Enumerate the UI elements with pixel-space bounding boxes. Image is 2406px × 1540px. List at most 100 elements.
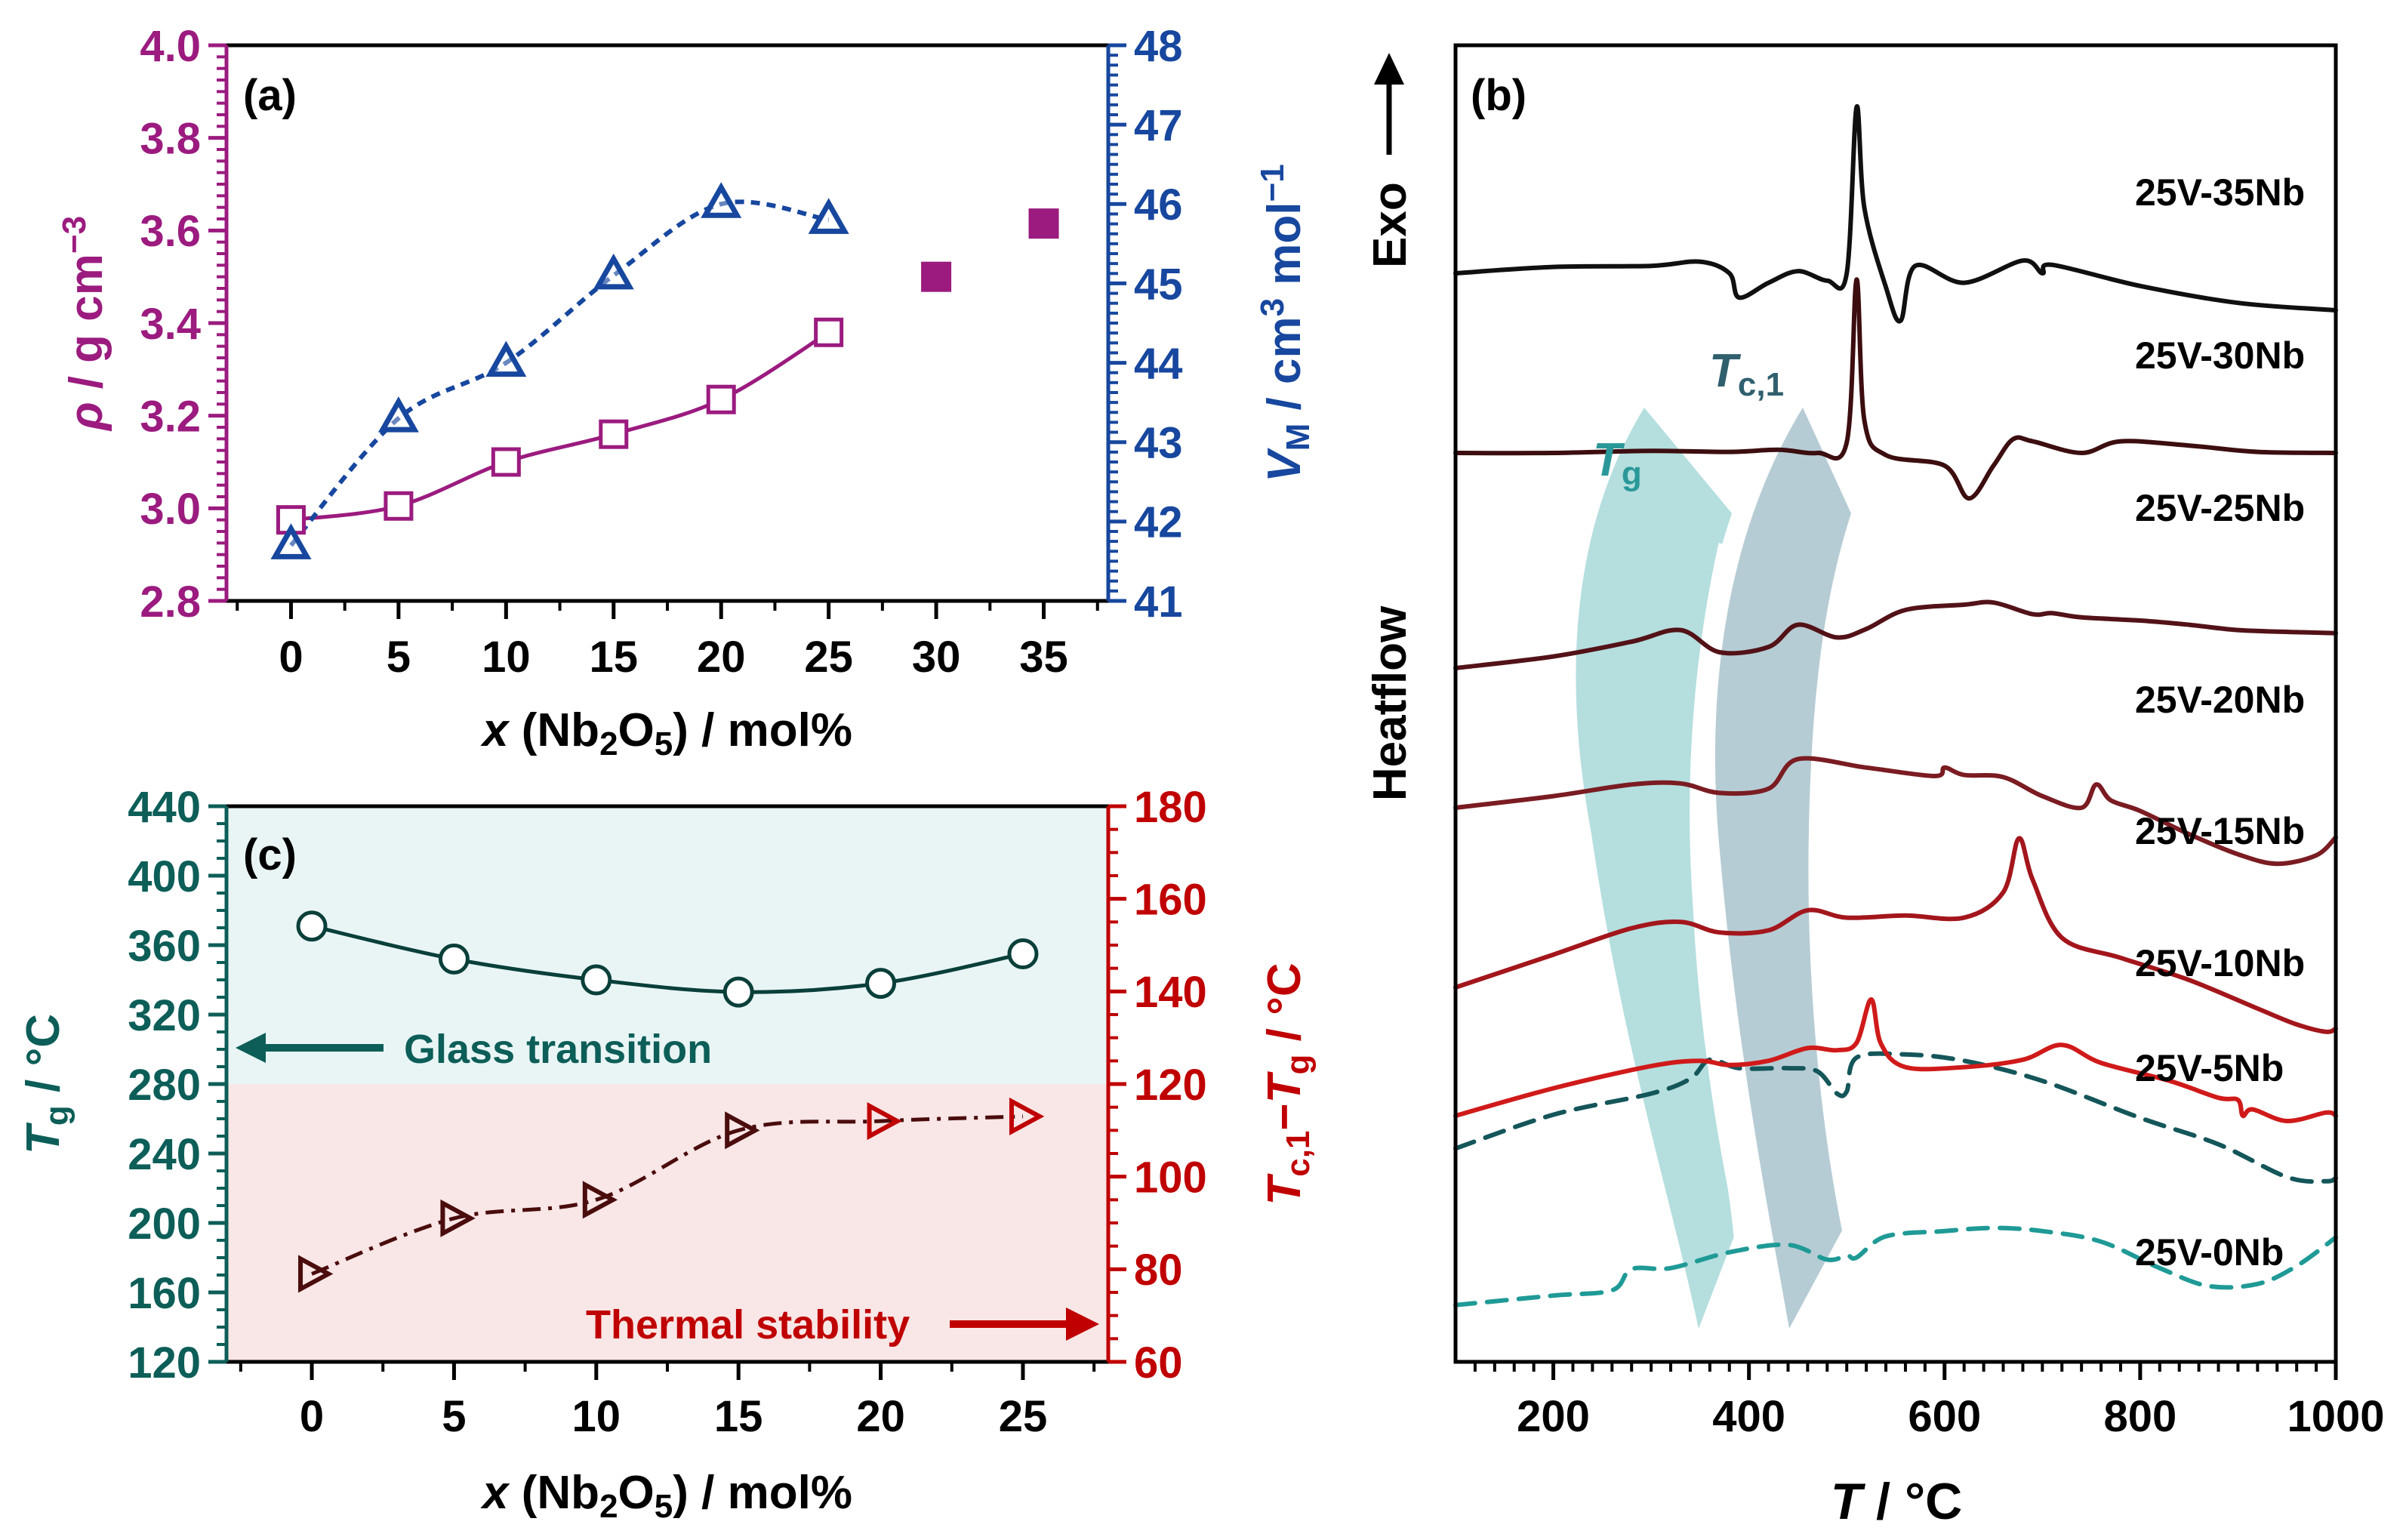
- dsc-curve: [1453, 1051, 2338, 1184]
- y-tick-label: 46: [1134, 180, 1183, 229]
- panel-a-frame: [224, 43, 1111, 603]
- panel-c-ylabel-right: Tc,1−Tg / °C: [1258, 962, 1317, 1205]
- molar-volume-point: [808, 198, 849, 234]
- x-tick-label: 0: [300, 1392, 324, 1441]
- panel-a: 0 5 10 15 20 25 30 352.83.03.23.43.63.84.041424…: [56, 22, 1317, 762]
- y-tick-label: 45: [1134, 260, 1183, 309]
- tg-band: [1576, 408, 1736, 1329]
- dsc-curve: [1453, 277, 2338, 501]
- panel-a-xlabel-sub2: 5: [655, 725, 673, 762]
- y-tick-label: 360: [128, 922, 201, 971]
- y-tick-label: 120: [128, 1338, 201, 1388]
- density-fit-line: [291, 331, 830, 522]
- y-tick-label: 160: [1134, 876, 1207, 925]
- y-tick-label: 140: [1134, 968, 1207, 1017]
- panel-a-ylabel-right-sup: 3: [1254, 298, 1291, 316]
- dsc-curve: [1453, 836, 2338, 1034]
- density-point: [706, 384, 736, 414]
- band-divider-line: [1690, 543, 1739, 1239]
- dsc-curve-label: 25V-20Nb: [2135, 679, 2305, 721]
- y-tick-label: 43: [1134, 419, 1183, 468]
- dsc-curve: [1453, 1225, 2338, 1307]
- panel-c-ylabel-sub: g: [39, 1105, 75, 1126]
- dsc-curve-label: 25V-25Nb: [2135, 487, 2305, 529]
- panel-a-ylabel-left: ρ / g cm−3: [56, 216, 112, 432]
- y-tick-label: 4.0: [140, 22, 201, 71]
- panel-b-ylabel: Heatflow: [1364, 605, 1416, 801]
- panel-a-ylabel-right-part2: mol: [1258, 202, 1311, 297]
- dsc-curve-label: 25V-0Nb: [2135, 1231, 2284, 1274]
- dsc-curve: [1453, 103, 2338, 324]
- y-tick-label: 3.4: [140, 300, 201, 349]
- thermal-stability-text: Thermal stability: [586, 1302, 910, 1348]
- panel-c-ylabel-t2: T: [1258, 1070, 1311, 1103]
- panel-a-ylabel-left-part: / g cm: [60, 254, 112, 402]
- panel-c-xlabel-sub: 2: [599, 1488, 618, 1525]
- stability-point: [582, 1181, 618, 1219]
- x-tick-label: 5: [387, 633, 411, 682]
- x-tick-label: 1000: [2287, 1392, 2384, 1441]
- panel-c-ylabel-t1: T: [1258, 1173, 1311, 1206]
- y-tick-label: 3.6: [140, 207, 201, 256]
- panel-c-ylabel-left-part: / °C: [17, 1014, 69, 1105]
- x-tick-label: 10: [482, 633, 531, 682]
- stability-point: [1009, 1097, 1045, 1135]
- panel-a-xlabel-part: (Nb: [509, 704, 600, 756]
- tc-band-label-t: T: [1709, 345, 1742, 397]
- panel-a-xlabel-tail: ) / mol%: [673, 704, 852, 756]
- x-tick-label: 25: [804, 633, 853, 682]
- density-point: [491, 447, 521, 477]
- molar-volume-point: [377, 396, 419, 433]
- dsc-curve-label: 25V-15Nb: [2135, 810, 2305, 852]
- x-tick-label: 400: [1712, 1392, 1785, 1441]
- dsc-curve-label: 25V-5Nb: [2135, 1047, 2284, 1089]
- tg-fit-line: [311, 924, 1024, 994]
- thermal-arrow-head: [1066, 1307, 1099, 1341]
- tg-point: [722, 976, 754, 1008]
- tg-point: [296, 910, 328, 942]
- x-tick-label: 15: [714, 1392, 763, 1441]
- y-tick-label: 47: [1134, 101, 1183, 150]
- panel-c-ylabel-t: T: [17, 1122, 69, 1154]
- panel-c-xlabel-var: x: [480, 1467, 510, 1519]
- panel-a-ylabel-left-sup: −3: [56, 216, 93, 254]
- panel-a-ylabel-v: V: [1258, 448, 1311, 482]
- exo-arrow-head: [1374, 53, 1404, 85]
- panel-b-label: (b): [1471, 71, 1526, 120]
- panel-c-label: (c): [243, 830, 297, 879]
- x-tick-label: 5: [442, 1392, 466, 1441]
- stability-fit-line: [311, 1114, 1024, 1276]
- exo-indicator: Exo: [1364, 53, 1416, 268]
- panel-c-ylabel-left: Tg / °C: [17, 1014, 75, 1154]
- x-tick-label: 0: [279, 633, 303, 682]
- panel-a-xlabel: x (Nb2O5) / mol%: [480, 704, 852, 762]
- panel-b-xlabel-var: T: [1831, 1473, 1866, 1530]
- panel-a-ylabel-right-part: / cm: [1258, 316, 1311, 423]
- tg-band-label: Tg: [1593, 434, 1642, 492]
- panel-c-ylabel-sub2: g: [1280, 1055, 1317, 1075]
- x-tick-label: 10: [572, 1392, 621, 1441]
- panel-c-xlabel-sub2: 5: [655, 1488, 673, 1525]
- molar-volume-point: [701, 182, 742, 218]
- y-tick-label: 3.8: [140, 115, 201, 164]
- x-tick-label: 25: [999, 1392, 1048, 1441]
- x-tick-label: 600: [1908, 1392, 1981, 1441]
- panel-a-ylabel-right: VM / cm3 mol−1: [1254, 164, 1317, 482]
- y-tick-label: 44: [1134, 339, 1183, 388]
- exo-label: Exo: [1364, 182, 1416, 268]
- panel-a-ylabel-rho: ρ: [60, 402, 112, 433]
- x-tick-label: 800: [2103, 1392, 2176, 1441]
- panel-c-ylabel-dash: −: [1258, 1103, 1311, 1130]
- panel-b: 25V-35Nb 25V-30Nb 25V-25Nb 25V-20Nb 25V-15Nb…: [1364, 43, 2385, 1530]
- tc-band-label-sub: c,1: [1738, 366, 1784, 403]
- dsc-curve-label: 25V-10Nb: [2135, 942, 2305, 984]
- panel-c-ylabel-right-part: / °C: [1258, 962, 1311, 1054]
- molar-volume-fit-line: [289, 199, 830, 547]
- panel-c: 0 5 10 15 20 25120160200240280320360400440608…: [17, 783, 1317, 1525]
- y-tick-label: 240: [128, 1130, 201, 1179]
- stability-point: [440, 1199, 476, 1237]
- density-point-filled: [921, 261, 952, 292]
- molar-volume-point: [593, 253, 634, 290]
- stability-point: [725, 1111, 760, 1150]
